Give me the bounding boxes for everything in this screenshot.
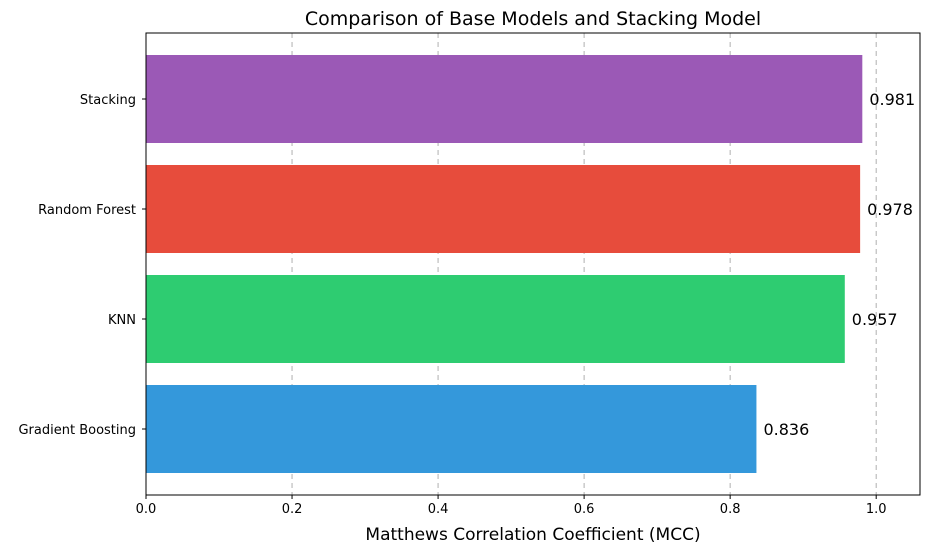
x-tick-label: 0.4 [428, 502, 449, 517]
x-tick-label: 0.2 [282, 502, 303, 517]
bar-value-label: 0.981 [869, 90, 915, 109]
bars [146, 55, 863, 473]
x-tick-label: 0.6 [574, 502, 595, 517]
y-tick-label: KNN [108, 313, 136, 328]
bar-value-label: 0.836 [763, 420, 809, 439]
x-tick-label: 0.8 [720, 502, 741, 517]
chart-title: Comparison of Base Models and Stacking M… [305, 8, 761, 30]
x-tick-label: 0.0 [136, 502, 157, 517]
bar [146, 275, 845, 363]
bar [146, 55, 863, 143]
bar-value-label: 0.978 [867, 200, 913, 219]
y-tick-label: Stacking [80, 93, 136, 108]
y-tick-label: Gradient Boosting [18, 423, 136, 438]
bar [146, 165, 861, 253]
plot-frame [145, 32, 921, 496]
x-axis-label: Matthews Correlation Coefficient (MCC) [365, 525, 700, 545]
bar-value-label: 0.957 [852, 310, 898, 329]
y-tick-label: Random Forest [38, 203, 136, 218]
bar [146, 385, 757, 473]
data-labels: 0.836 0.957 0.978 0.981 [763, 90, 915, 439]
x-tick-label: 1.0 [866, 502, 887, 517]
x-axis-ticks: 0.0 0.2 0.4 0.6 0.8 1.0 [136, 495, 887, 517]
y-axis-ticks: Gradient Boosting KNN Random Forest Stackin… [18, 93, 146, 438]
